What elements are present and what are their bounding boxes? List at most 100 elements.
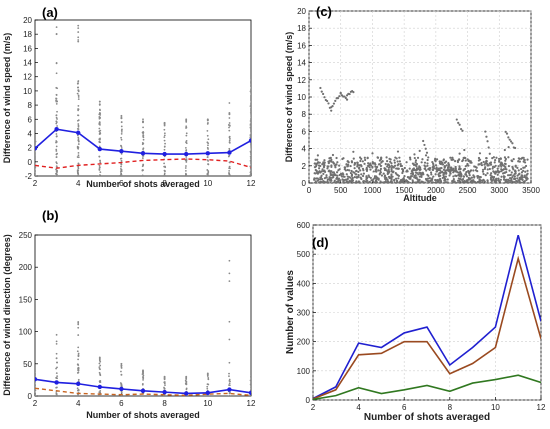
data-point xyxy=(249,90,251,93)
data-point xyxy=(55,141,57,144)
data-point xyxy=(442,159,445,162)
data-point xyxy=(387,168,390,171)
data-point xyxy=(332,162,335,165)
data-point xyxy=(250,386,251,389)
data-point xyxy=(249,151,251,154)
data-point xyxy=(499,178,502,181)
data-point xyxy=(444,169,447,173)
x-tick-label: 2 xyxy=(33,399,38,408)
outlier-point xyxy=(142,121,144,124)
data-point xyxy=(313,177,316,180)
data-point xyxy=(512,177,516,181)
y-axis-label: Difference of wind speed (m/s) xyxy=(284,32,294,163)
data-point xyxy=(477,180,480,183)
data-point xyxy=(434,173,437,176)
data-point xyxy=(142,142,145,145)
data-point xyxy=(435,179,438,182)
data-point xyxy=(482,160,485,164)
data-point xyxy=(488,162,491,165)
data-point xyxy=(526,169,529,172)
data-point xyxy=(76,350,79,353)
data-point xyxy=(524,170,527,173)
data-point xyxy=(330,160,333,163)
outlier-point xyxy=(142,118,144,121)
data-point xyxy=(185,174,188,176)
data-point xyxy=(325,174,328,177)
data-point xyxy=(414,181,418,183)
data-point xyxy=(163,162,166,165)
y-tick-label: 16 xyxy=(297,41,306,50)
data-point xyxy=(323,169,326,172)
data-point xyxy=(99,174,101,176)
data-point xyxy=(330,158,333,162)
data-point xyxy=(457,168,461,171)
data-point xyxy=(77,175,79,176)
data-point xyxy=(334,166,337,169)
data-point xyxy=(348,180,351,183)
data-point xyxy=(338,95,341,98)
data-point xyxy=(76,119,79,122)
panel-d: 0 100 200 300 400 500 600 2 4 6 8 10 12 Number of sho… xyxy=(285,221,546,423)
data-point xyxy=(142,148,144,151)
data-point xyxy=(55,393,58,395)
data-point xyxy=(403,181,406,183)
data-point xyxy=(120,165,122,168)
data-point xyxy=(477,156,481,160)
data-point xyxy=(77,89,80,92)
data-point xyxy=(55,133,58,135)
data-point xyxy=(362,172,365,175)
data-point xyxy=(510,177,513,180)
outlier-point xyxy=(55,72,58,75)
data-point xyxy=(329,181,332,183)
data-point xyxy=(493,161,496,164)
data-point xyxy=(338,168,341,171)
data-point xyxy=(447,166,450,169)
x-tick-label: 2000 xyxy=(427,186,445,195)
data-point xyxy=(120,160,123,162)
data-point xyxy=(352,150,355,153)
data-point xyxy=(463,167,467,171)
data-point xyxy=(488,152,491,155)
data-point xyxy=(250,125,251,128)
data-point xyxy=(120,136,122,139)
data-point xyxy=(424,147,427,150)
data-point xyxy=(415,167,419,170)
data-point xyxy=(163,381,166,384)
data-point xyxy=(250,115,251,117)
data-point xyxy=(391,165,395,168)
data-point xyxy=(455,181,459,183)
data-point xyxy=(228,161,231,164)
y-tick-label: 8 xyxy=(28,101,33,110)
data-point xyxy=(350,169,353,173)
y-tick-label: 4 xyxy=(28,129,33,138)
data-point xyxy=(414,176,418,179)
data-point xyxy=(507,146,510,149)
mean-marker xyxy=(162,151,167,157)
data-point xyxy=(420,161,423,164)
data-point xyxy=(376,156,380,159)
data-point xyxy=(425,151,429,154)
data-point xyxy=(500,168,503,171)
data-point xyxy=(184,146,187,149)
data-point xyxy=(250,174,251,176)
data-point xyxy=(517,157,520,160)
data-point xyxy=(77,394,80,396)
data-point xyxy=(393,159,396,162)
x-tick-label: 8 xyxy=(162,399,167,408)
data-point xyxy=(77,378,80,381)
data-point xyxy=(35,152,36,154)
data-point xyxy=(420,181,423,183)
data-point xyxy=(488,167,491,171)
y-tick-label: 2 xyxy=(302,162,307,171)
data-point xyxy=(414,159,418,162)
data-point xyxy=(164,165,166,168)
mean-marker xyxy=(119,148,124,154)
data-point xyxy=(249,111,251,114)
mean-marker xyxy=(35,377,38,382)
data-point xyxy=(98,121,101,123)
data-point xyxy=(321,177,324,181)
data-point xyxy=(77,165,80,168)
data-point xyxy=(56,152,58,155)
data-point xyxy=(119,382,122,384)
